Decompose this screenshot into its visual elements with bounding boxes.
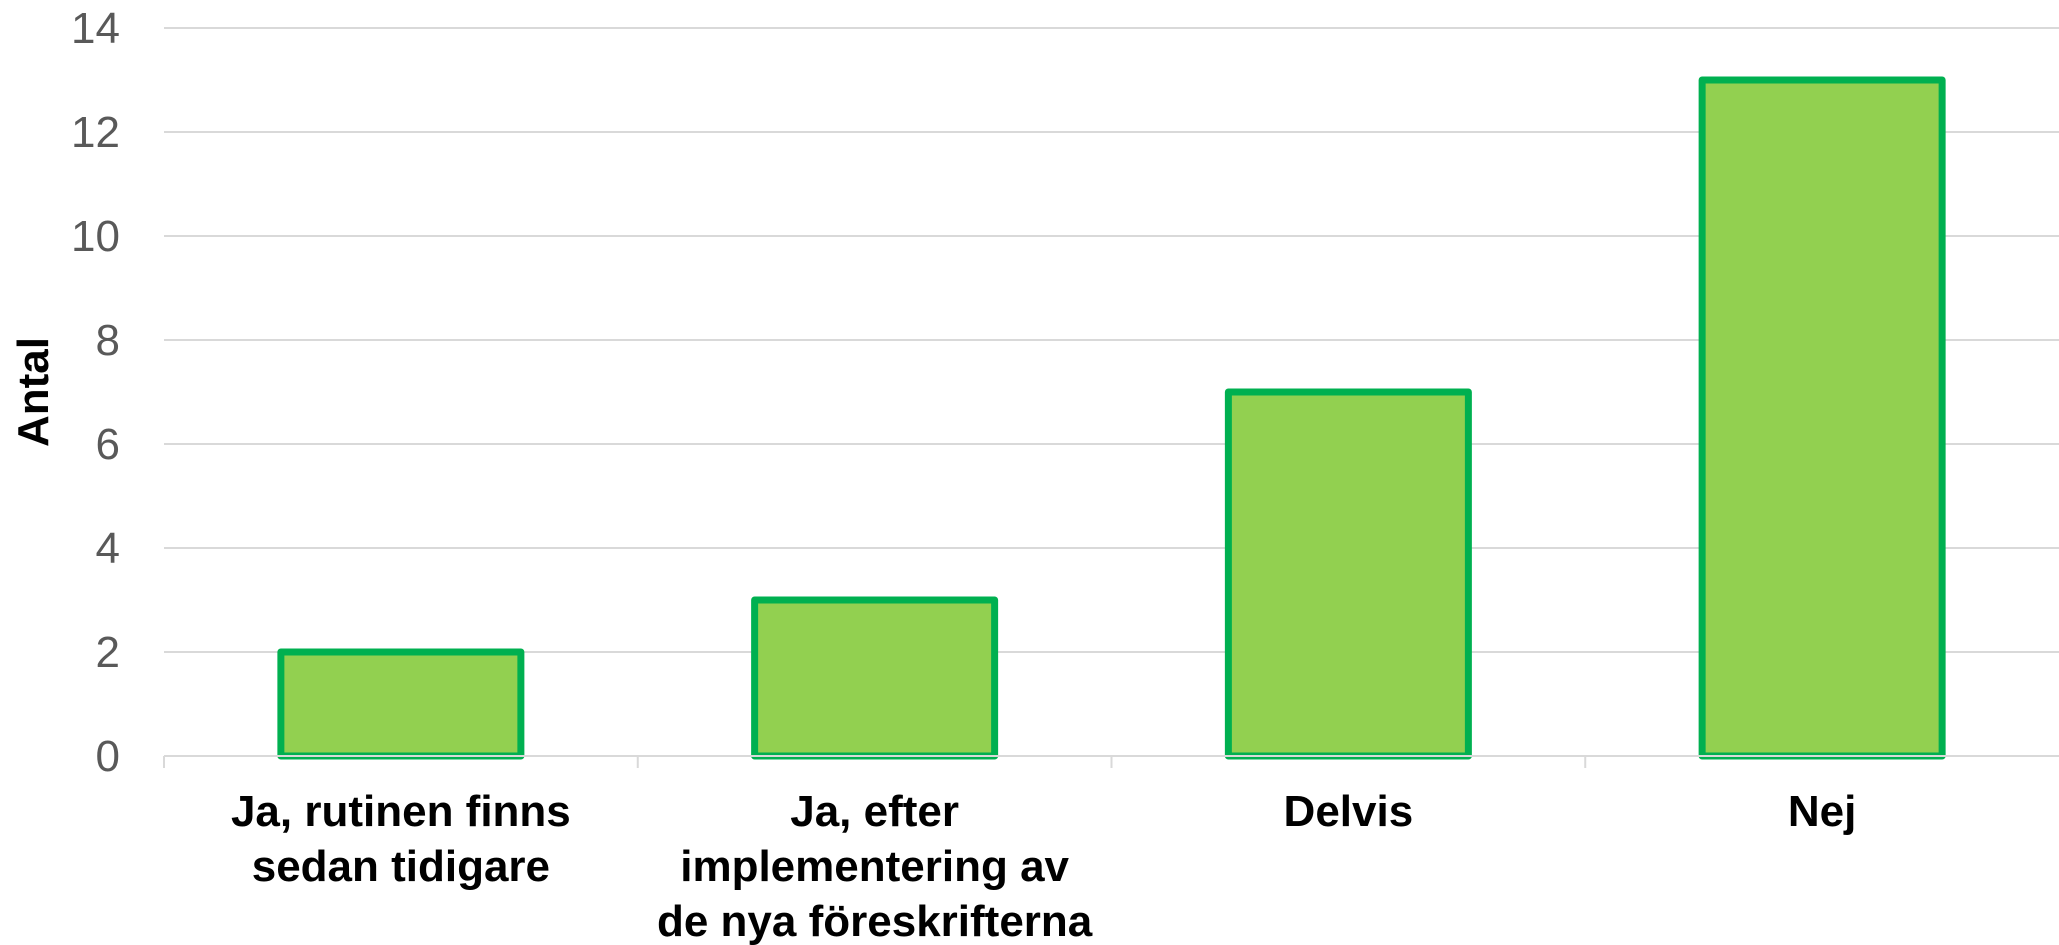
y-tick-label: 6 [96,420,120,469]
y-tick-label: 0 [96,732,120,781]
bar [751,596,999,760]
x-category-label: Ja, efter implementering av de nya föreskr… [657,787,1093,945]
bar [277,648,525,760]
y-axis-title: Antal [9,337,58,447]
x-category-label: Ja, rutinen finns sedan tidigare [231,787,571,891]
x-category-label: Nej [1788,787,1856,836]
y-tick-label: 8 [96,316,120,365]
bar [1224,388,1472,760]
x-category-label: Delvis [1284,787,1414,836]
y-tick-label: 4 [96,524,120,573]
y-tick-label: 12 [71,108,120,157]
x-axis-labels: Ja, rutinen finns sedan tidigare Ja, efter… [231,787,1856,945]
y-tick-label: 2 [96,628,120,677]
x-axis [163,755,2059,768]
bars [277,76,1946,760]
y-axis-ticks: 0 2 4 6 8 10 12 14 [71,4,120,781]
gridlines [164,27,2059,653]
y-tick-label: 14 [71,4,120,53]
y-tick-label: 10 [71,212,120,261]
bar [1698,76,1946,760]
